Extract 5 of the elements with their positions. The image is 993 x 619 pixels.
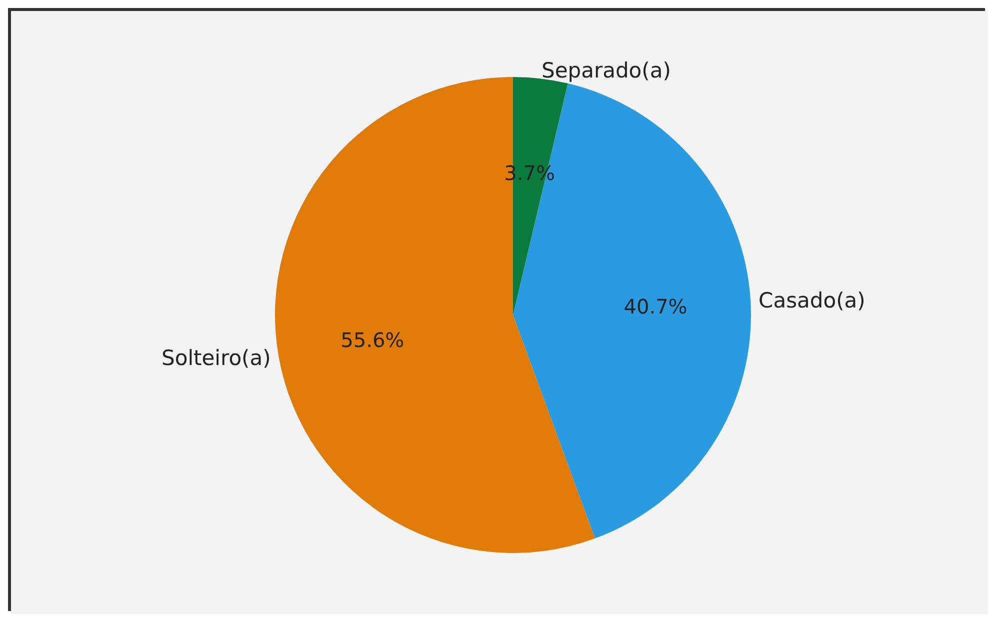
slice-label: Casado(a): [758, 288, 866, 312]
data-label: 40.7%: [624, 294, 688, 318]
data-label: 55.6%: [340, 328, 404, 352]
slice-label: Separado(a): [542, 58, 671, 83]
slice-label: Solteiro(a): [162, 346, 271, 370]
